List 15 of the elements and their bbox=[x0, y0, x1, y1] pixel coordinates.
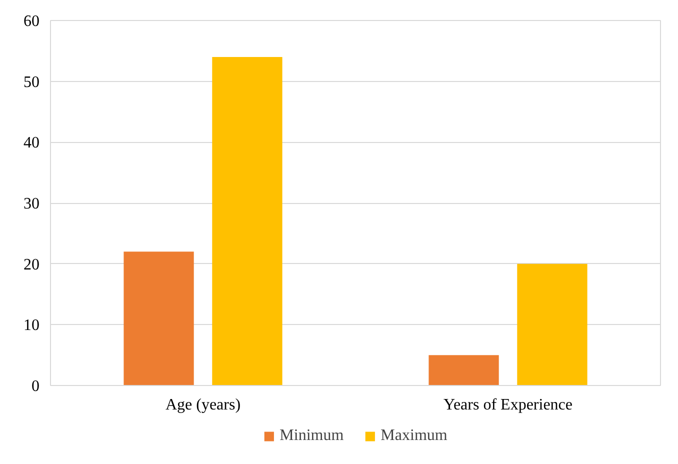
y-tick-label: 20 bbox=[24, 256, 40, 274]
x-tick-label: Age (years) bbox=[165, 396, 241, 414]
bar bbox=[124, 252, 194, 386]
y-tick-label: 40 bbox=[24, 134, 40, 152]
bar bbox=[428, 355, 499, 386]
y-tick-label: 10 bbox=[24, 317, 40, 334]
y-tick-label: 0 bbox=[32, 378, 40, 395]
y-tick-label: 50 bbox=[24, 74, 40, 91]
y-tick-label: 30 bbox=[24, 196, 40, 212]
legend-label: Maximum bbox=[380, 427, 448, 445]
legend-label: Minimum bbox=[280, 427, 344, 445]
bar bbox=[517, 264, 588, 386]
y-tick-label: 60 bbox=[24, 13, 40, 30]
x-tick-label: Years of Experience bbox=[444, 396, 573, 414]
bar bbox=[212, 57, 282, 386]
